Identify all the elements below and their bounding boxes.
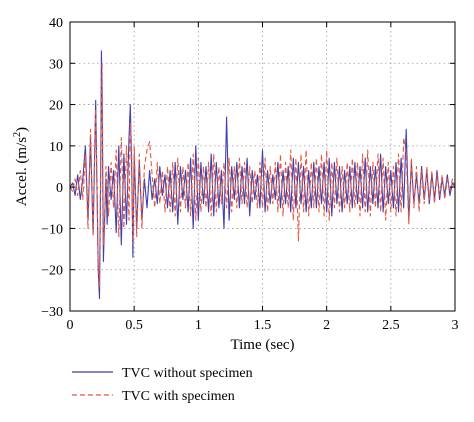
y-axis-label-main: Accel. (m/s bbox=[14, 137, 30, 206]
y-tick-label: 40 bbox=[49, 16, 63, 31]
y-tick-label: 30 bbox=[49, 57, 63, 72]
x-tick-label: 3 bbox=[452, 318, 459, 333]
y-tick-label: −10 bbox=[41, 222, 63, 237]
y-axis-label-close: ) bbox=[14, 127, 30, 132]
y-tick-label: −30 bbox=[41, 305, 63, 320]
series-layer bbox=[69, 50, 456, 300]
ticks bbox=[69, 21, 456, 312]
legend: TVC without specimen TVC with specimen bbox=[72, 366, 253, 404]
x-tick-label: 1.5 bbox=[254, 318, 272, 333]
y-tick-label: 20 bbox=[49, 99, 63, 114]
x-tick-label: 0 bbox=[67, 318, 74, 333]
y-axis-label: Accel. (m/s2) bbox=[12, 127, 30, 206]
y-tick-label: 0 bbox=[56, 181, 63, 196]
legend-label-without-specimen: TVC without specimen bbox=[122, 366, 253, 381]
legend-label-with-specimen: TVC with specimen bbox=[122, 389, 235, 404]
x-axis-label: Time (sec) bbox=[230, 337, 294, 353]
series-line-with-specimen bbox=[69, 62, 456, 287]
y-axis-label-superscript: 2 bbox=[12, 132, 23, 137]
x-tick-label: 2 bbox=[323, 318, 330, 333]
x-tick-label: 0.5 bbox=[125, 318, 143, 333]
x-tick-label: 1 bbox=[195, 318, 202, 333]
y-tick-label: 10 bbox=[49, 140, 63, 155]
x-tick-label: 2.5 bbox=[382, 318, 400, 333]
y-tick-label: −20 bbox=[41, 264, 63, 279]
tick-labels: 0 0.5 1 1.5 2 2.5 3 −30 −20 −10 0 10 20 30 40 bbox=[41, 16, 458, 333]
